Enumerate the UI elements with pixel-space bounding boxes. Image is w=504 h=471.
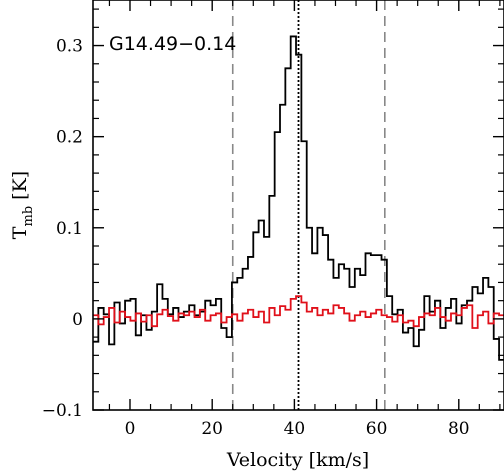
y-tick-label: −0.1 [42,401,83,421]
y-axis-label: Tmb [K] [9,171,36,239]
series-layer [93,35,504,361]
plot-frame [92,0,504,411]
y-tick-label: 0.3 [56,37,83,57]
x-axis-label: Velocity [km/s] [226,449,369,471]
chart-title: G14.49−0.14 [109,33,236,55]
y-axis-label-main: T [9,226,31,239]
reference-lines [231,0,386,410]
svg-text:Tmb[K]: Tmb [K] [9,171,36,239]
x-tick-label: 40 [284,419,306,439]
series-0-line [93,35,504,361]
y-tick-label: 0.1 [56,219,83,239]
series-1-line [93,295,504,329]
x-tick-label: 20 [201,419,223,439]
x-tick-label: 80 [448,419,470,439]
x-tick-label: 0 [125,419,136,439]
x-tick-label: 60 [366,419,388,439]
y-tick-label: 0 [72,310,83,330]
y-axis-label-sub: mb [21,206,36,227]
axis-ticks [93,0,504,411]
y-axis-label-unit: [K] [9,171,31,200]
y-tick-label: 0.2 [56,128,83,148]
tick-labels: 0 20 40 60 80 −0.1 0 0.1 0.2 0.3 [42,37,470,439]
